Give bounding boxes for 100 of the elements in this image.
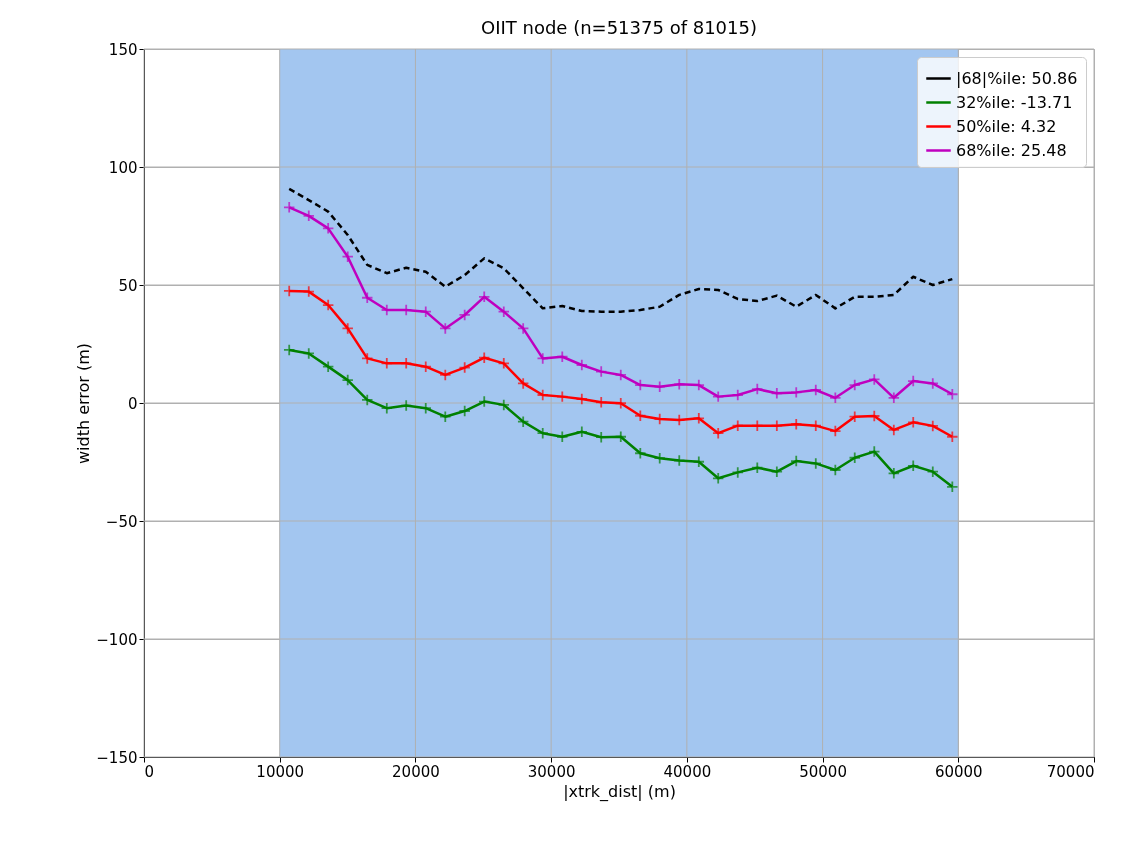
x-tick-label: 0 <box>144 762 155 781</box>
x-tick-label: 30000 <box>527 762 576 781</box>
point <box>692 412 705 425</box>
point <box>712 390 725 403</box>
y-tick-label: 150 <box>108 40 138 59</box>
chart-title: OIIT node (n=51375 of 81015) <box>481 17 757 38</box>
point <box>751 382 764 396</box>
point <box>517 415 530 428</box>
point <box>595 396 608 409</box>
point <box>575 358 588 372</box>
point <box>848 378 861 392</box>
point <box>790 418 803 431</box>
point <box>283 343 296 357</box>
point <box>341 373 354 387</box>
point <box>361 352 374 365</box>
x-axis-title: |xtrk_dist| (m) <box>563 781 676 802</box>
x-tick-label: 60000 <box>934 762 983 781</box>
point <box>380 357 393 370</box>
line-series <box>287 187 954 313</box>
point <box>829 391 842 404</box>
point <box>400 399 413 412</box>
point <box>341 322 354 335</box>
point <box>283 201 296 214</box>
point <box>302 285 315 298</box>
point <box>439 322 452 335</box>
point <box>458 308 471 322</box>
point <box>868 373 881 386</box>
point <box>731 388 744 402</box>
point <box>458 361 471 374</box>
point <box>614 368 627 382</box>
point <box>517 377 530 390</box>
point <box>497 357 510 370</box>
point <box>575 425 588 438</box>
point <box>751 419 764 432</box>
point <box>848 410 861 423</box>
point <box>419 402 432 415</box>
point <box>458 404 471 418</box>
point <box>712 472 725 485</box>
point <box>926 465 939 478</box>
y-tick-label: 50 <box>118 276 138 295</box>
point <box>497 305 510 318</box>
point <box>322 360 335 373</box>
point <box>556 350 569 363</box>
point <box>380 402 393 415</box>
point <box>907 459 920 472</box>
point <box>809 383 822 397</box>
point <box>673 454 686 467</box>
point <box>595 365 608 378</box>
point <box>322 298 335 312</box>
point <box>478 290 491 303</box>
point <box>946 388 959 401</box>
point <box>302 209 315 222</box>
point <box>439 368 452 382</box>
point <box>517 322 530 335</box>
point <box>653 380 666 393</box>
point <box>790 386 803 399</box>
point <box>790 454 803 468</box>
point <box>536 352 549 365</box>
y-tick-label: 0 <box>127 394 138 413</box>
point <box>946 430 959 443</box>
point <box>419 305 432 318</box>
x-tick-label: 20000 <box>392 762 440 781</box>
y-tick-label: −150 <box>96 748 138 767</box>
x-tick-label: 40000 <box>663 762 712 781</box>
legend-label: |68|%ile: 50.86 <box>956 68 1078 88</box>
point <box>712 427 725 440</box>
point <box>926 377 939 390</box>
point <box>634 409 647 422</box>
point <box>907 374 920 388</box>
point <box>614 430 627 443</box>
point <box>673 378 686 391</box>
legend-label: 32%ile: -13.71 <box>956 92 1073 112</box>
point <box>322 222 335 235</box>
point <box>400 357 413 370</box>
point <box>692 455 705 468</box>
point <box>868 445 881 458</box>
point <box>770 419 783 432</box>
y-axis-title: width error (m) <box>74 342 94 465</box>
point <box>731 466 744 479</box>
point <box>770 465 783 478</box>
point <box>887 423 900 437</box>
legend-label: 50%ile: 4.32 <box>956 116 1057 136</box>
point <box>946 480 959 493</box>
legend-label: 68%ile: 25.48 <box>956 140 1067 160</box>
point <box>302 347 315 360</box>
point <box>751 461 764 474</box>
x-tick-label: 70000 <box>1046 762 1095 781</box>
point <box>829 463 842 477</box>
point <box>634 447 647 460</box>
point <box>361 291 374 304</box>
y-tick-label: −50 <box>105 512 138 531</box>
point <box>478 395 491 408</box>
point <box>361 393 374 407</box>
point <box>439 410 452 423</box>
point <box>634 378 647 392</box>
point <box>536 427 549 440</box>
point <box>809 457 822 470</box>
point <box>556 390 569 403</box>
point <box>887 391 900 404</box>
point <box>536 388 549 402</box>
